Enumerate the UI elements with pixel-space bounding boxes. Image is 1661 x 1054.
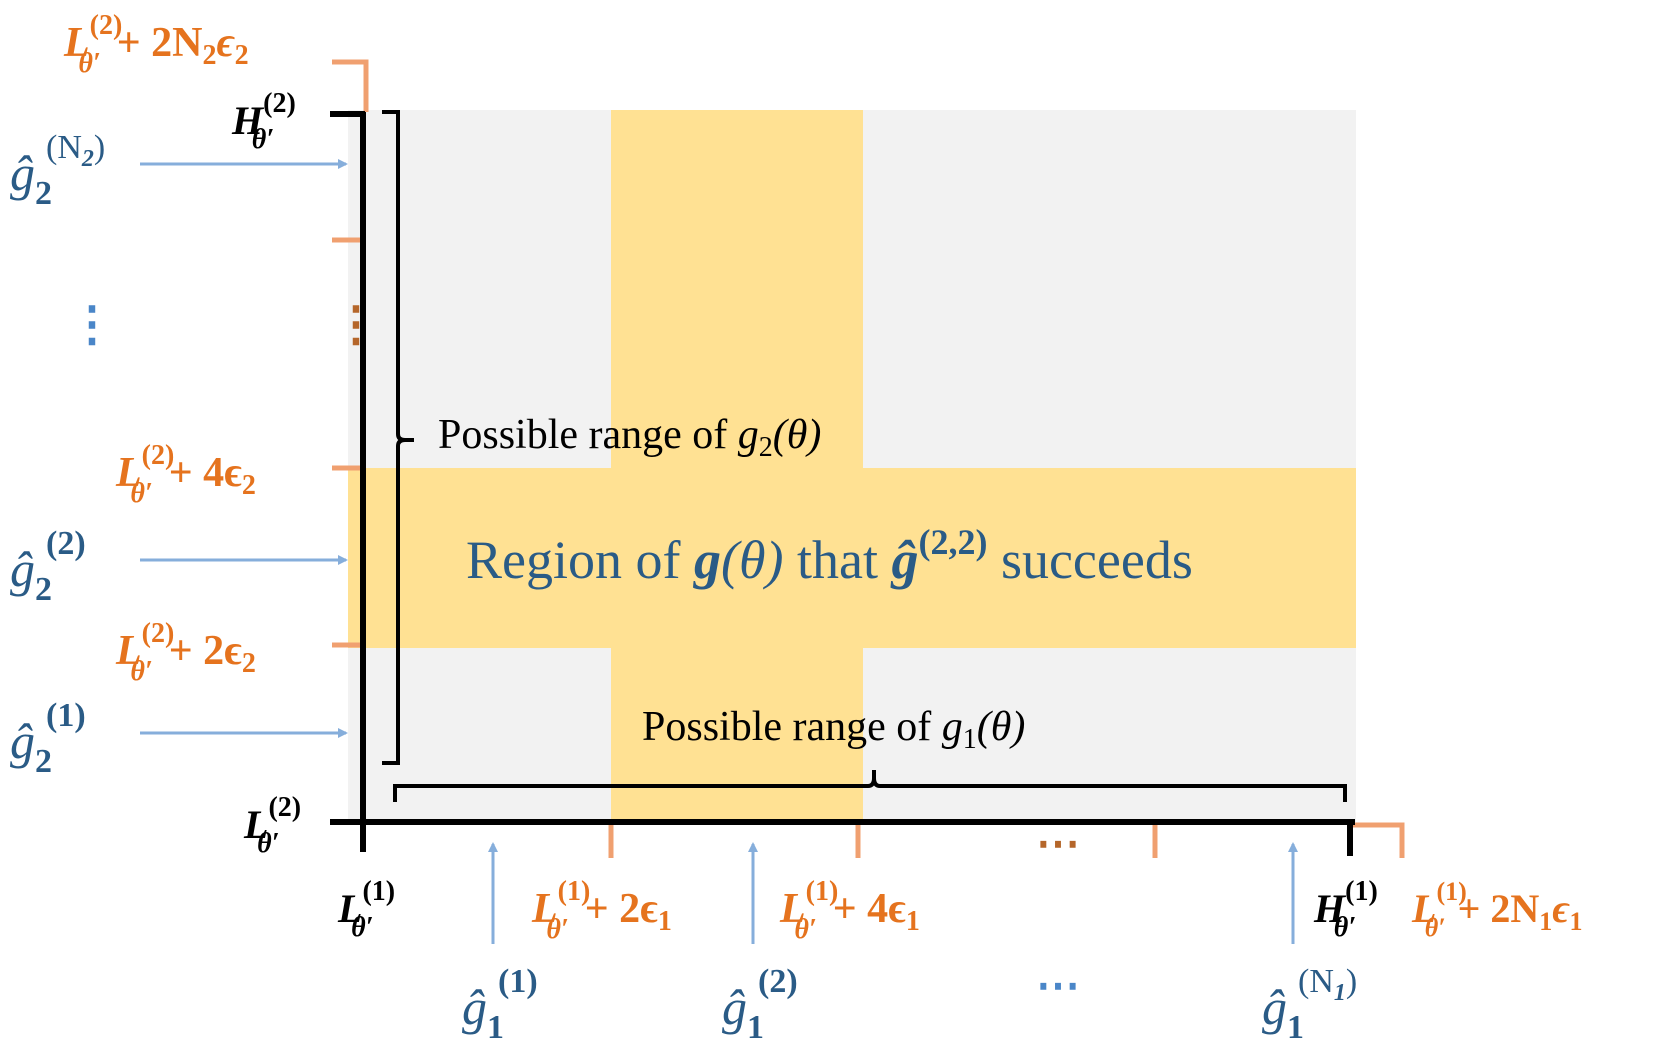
y-estimate-1: ĝ2(1) [10, 697, 86, 780]
x-label-2eps: L(1) θ′ + 2ϵ1 [531, 876, 672, 945]
x-label-low: L(1) θ′ [337, 876, 395, 943]
x-dots-blue: ⋯ [1036, 961, 1080, 1010]
x-orange-ticks [608, 822, 1405, 858]
region-label: Region of g(θ) that ĝ(2,2) succeeds [466, 522, 1193, 590]
x-estimate-1: ĝ1(1) [462, 963, 538, 1046]
y-dots-blue: ⋮ [68, 298, 116, 351]
y-label-top: L(2) θ′ + 2N2ϵ2 [63, 10, 249, 79]
x-label-4eps: L(1) θ′ + 4ϵ1 [779, 876, 920, 945]
y-dots-orange: ⋮ [332, 298, 380, 351]
y-arrows [140, 159, 348, 738]
yellow-horizontal-band [348, 468, 1356, 648]
range-g2-label: Possible range of g2(θ) [438, 412, 821, 463]
x-dots-orange: ⋯ [1036, 819, 1080, 868]
range-g1-label: Possible range of g1(θ) [642, 704, 1025, 755]
y-label-4eps: L(2) θ′ + 4ϵ2 [115, 440, 256, 509]
x-estimate-2: ĝ1(2) [722, 963, 798, 1046]
x-estimate-N1: ĝ1(N1) [1262, 963, 1357, 1046]
brace-g2 [382, 110, 414, 765]
x-arrows [488, 842, 1298, 944]
y-label-high: H(2) θ′ [231, 88, 296, 155]
y-estimate-2: ĝ2(2) [10, 525, 86, 608]
y-estimate-N2: ĝ2(N2) [10, 129, 105, 212]
x-label-high: H(1) θ′ [1313, 876, 1378, 943]
yellow-vertical-band [611, 110, 863, 822]
axes [330, 111, 1355, 856]
y-label-2eps: L(2) θ′ + 2ϵ2 [115, 618, 256, 687]
x-label-end: L(1) θ′ + 2N1ϵ1 [1411, 877, 1582, 942]
y-label-low: L(2) θ′ [243, 792, 301, 859]
brace-g1 [393, 770, 1347, 802]
